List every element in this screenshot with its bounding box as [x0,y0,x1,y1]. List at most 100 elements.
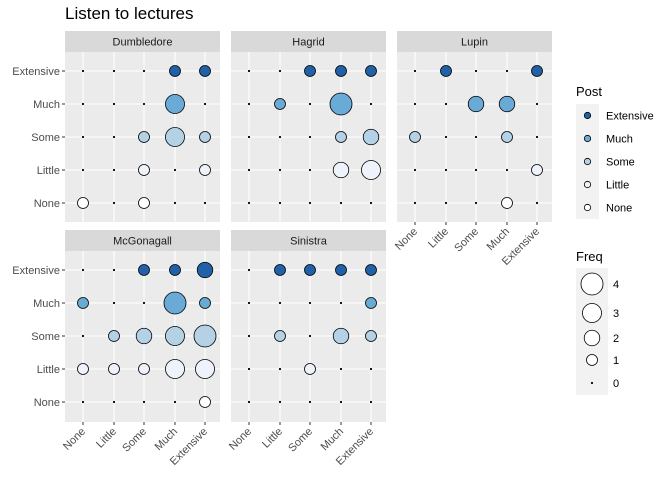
point-hagrid-Much-Much [329,92,353,116]
point-dumbledore-None-Much [81,102,85,106]
facet-label-dumbledore: Dumbledore [113,36,173,48]
point-hagrid-None-Extensive [247,69,251,73]
facet-label-hagrid: Hagrid [292,36,324,48]
point-hagrid-None-Little [247,168,251,172]
point-mcgonagall-None-Much [77,297,89,309]
point-dumbledore-None-Little [81,168,85,172]
point-sinistra-Some-Little [304,363,316,375]
point-mcgonagall-Little-None [112,400,116,404]
point-lupin-Much-None [501,197,513,209]
point-sinistra-Little-None [278,400,282,404]
y-tick-label-mcgonagall-Some: Some [31,331,60,343]
facet-label-mcgonagall: McGonagall [113,235,172,247]
point-sinistra-Extensive-None [369,400,373,404]
point-dumbledore-Much-Extensive [169,65,181,77]
legend-post-label-None: None [606,203,632,215]
legend-freq-swatch-3 [582,303,602,323]
x-tick-label-mcgonagall-Much: Much [153,426,181,454]
point-mcgonagall-Little-Much [112,301,116,305]
point-sinistra-Some-Much [308,301,312,305]
point-lupin-None-Some [409,131,421,143]
point-mcgonagall-None-Little [77,363,89,375]
legend-freq-label-4: 4 [613,279,619,291]
legend-freq-swatch-2 [583,329,601,347]
legend-freq-label-0: 0 [613,378,619,390]
point-hagrid-None-None [247,201,251,205]
point-dumbledore-Some-Some [138,131,150,143]
point-mcgonagall-Extensive-None [199,396,211,408]
point-dumbledore-Extensive-Some [199,131,211,143]
x-tick-label-sinistra-Some: Some [286,426,315,455]
point-lupin-Extensive-Some [535,135,539,139]
point-dumbledore-Extensive-Little [199,164,211,176]
point-mcgonagall-None-Some [81,334,85,338]
point-mcgonagall-Little-Little [108,363,120,375]
facet-label-sinistra: Sinistra [290,235,328,247]
point-sinistra-Extensive-Little [369,367,373,371]
point-dumbledore-Some-Much [142,102,146,106]
point-dumbledore-Much-Much [165,94,185,114]
point-dumbledore-Little-Some [112,135,116,139]
point-lupin-Little-Some [444,135,448,139]
legend-post-swatch-None [583,203,592,212]
x-tick-label-sinistra-Much: Much [319,426,347,454]
point-sinistra-None-None [247,400,251,404]
point-dumbledore-Some-None [138,197,150,209]
point-mcgonagall-Little-Some [108,330,120,342]
point-dumbledore-Some-Little [138,164,150,176]
point-mcgonagall-Some-None [142,400,146,404]
point-hagrid-Much-Some [335,131,347,143]
point-mcgonagall-None-None [81,400,85,404]
point-lupin-Extensive-Extensive [531,65,543,77]
point-sinistra-None-Much [247,301,251,305]
point-hagrid-Much-None [339,201,343,205]
point-sinistra-Much-Much [339,301,343,305]
facet-strip-sinistra [231,230,386,251]
point-lupin-Extensive-None [535,201,539,205]
point-lupin-None-Little [413,168,417,172]
point-lupin-None-Extensive [413,69,417,73]
facet-strip-hagrid [231,31,386,52]
x-tick-label-mcgonagall-Little: Little [94,426,119,451]
legend-post-label-Much: Much [606,134,633,146]
point-dumbledore-None-Extensive [81,69,85,73]
point-dumbledore-Extensive-Extensive [199,65,211,77]
legend-post-label-Some: Some [606,157,635,169]
point-dumbledore-Much-Little [173,168,177,172]
point-hagrid-Little-Much [274,98,286,110]
point-dumbledore-Little-None [112,201,116,205]
point-hagrid-Some-Little [308,168,312,172]
legend-freq-swatch-1 [586,354,598,366]
chart-title: Listen to lectures [65,4,194,23]
point-mcgonagall-Extensive-Extensive [196,261,214,279]
point-lupin-Some-None [474,201,478,205]
point-dumbledore-Much-None [173,201,177,205]
facet-label-lupin: Lupin [461,36,488,48]
point-hagrid-None-Much [247,102,251,106]
legend-freq-label-1: 1 [613,355,619,367]
point-hagrid-Extensive-Extensive [365,65,377,77]
point-hagrid-Little-Some [278,135,282,139]
y-tick-label-mcgonagall-Much: Much [33,298,60,310]
point-hagrid-Some-Extensive [304,65,316,77]
point-sinistra-Little-Some [274,330,286,342]
y-tick-label-dumbledore-Little: Little [37,165,60,177]
point-hagrid-Little-Extensive [278,69,282,73]
facet-strip-dumbledore [65,31,220,52]
point-sinistra-Much-Little [339,367,343,371]
point-lupin-Much-Extensive [505,69,509,73]
point-mcgonagall-Some-Some [135,327,153,345]
y-tick-label-dumbledore-None: None [34,198,60,210]
point-dumbledore-None-None [77,197,89,209]
point-sinistra-None-Some [247,334,251,338]
legend-post-swatch-Much [583,134,592,143]
x-tick-label-mcgonagall-None: None [61,426,88,453]
point-lupin-Much-Much [498,95,516,113]
point-mcgonagall-Much-Some [165,326,185,346]
point-hagrid-Much-Extensive [335,65,347,77]
point-hagrid-Some-Much [308,102,312,106]
point-lupin-None-Much [413,102,417,106]
legend-post-label-Extensive: Extensive [606,111,654,123]
point-mcgonagall-Little-Extensive [112,268,116,272]
point-sinistra-Some-Some [308,334,312,338]
